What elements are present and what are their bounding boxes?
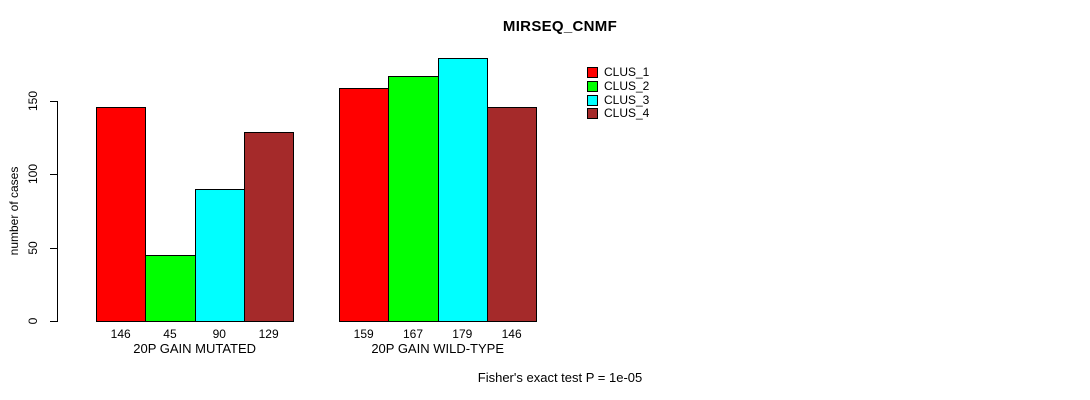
y-axis-tick [50,174,57,176]
legend-label: CLUS_4 [604,106,650,121]
bar [96,106,147,322]
bar [145,254,196,322]
x-category-label: 20P GAIN MUTATED [133,341,257,356]
bar-value-label: 45 [163,327,177,341]
bar-value-label: 159 [353,327,374,341]
legend-item: CLUS_3 [587,93,649,107]
bar-value-label: 90 [212,327,226,341]
legend: CLUS_1 CLUS_2 CLUS_3 CLUS_4 [587,66,649,121]
legend-swatch [587,108,598,120]
legend-swatch [587,94,598,106]
y-axis-label: number of cases [7,166,21,256]
legend-swatch [587,81,598,93]
y-tick-label: 0 [26,317,40,325]
chart-title: MIRSEQ_CNMF [502,18,618,35]
bar-value-label: 146 [501,327,522,341]
bar [437,58,488,322]
y-tick-label: 100 [26,164,40,185]
bar [243,131,295,322]
legend-item: CLUS_1 [587,66,649,80]
bar-value-label: 129 [258,327,279,341]
caption: Fisher's exact test P = 1e-05 [477,370,643,385]
y-axis-tick [50,321,57,322]
y-tick-label: 150 [26,90,40,111]
bar-value-label: 179 [452,327,473,341]
y-axis-tick [50,247,57,249]
legend-label: CLUS_2 [604,79,650,94]
bar-value-label: 146 [110,327,131,341]
bar [194,188,245,322]
legend-swatch [587,67,598,79]
y-axis-tick [50,100,57,102]
bar-value-label: 167 [402,327,423,341]
legend-label: CLUS_1 [604,65,650,80]
y-tick-label: 50 [26,240,40,255]
x-category-label: 20P GAIN WILD-TYPE [371,341,504,356]
bar [388,76,439,322]
legend-item: CLUS_4 [587,107,649,121]
legend-label: CLUS_3 [604,92,650,107]
legend-item: CLUS_2 [587,80,649,94]
bar [339,87,390,322]
bar [486,106,538,322]
y-axis-line [57,100,58,322]
